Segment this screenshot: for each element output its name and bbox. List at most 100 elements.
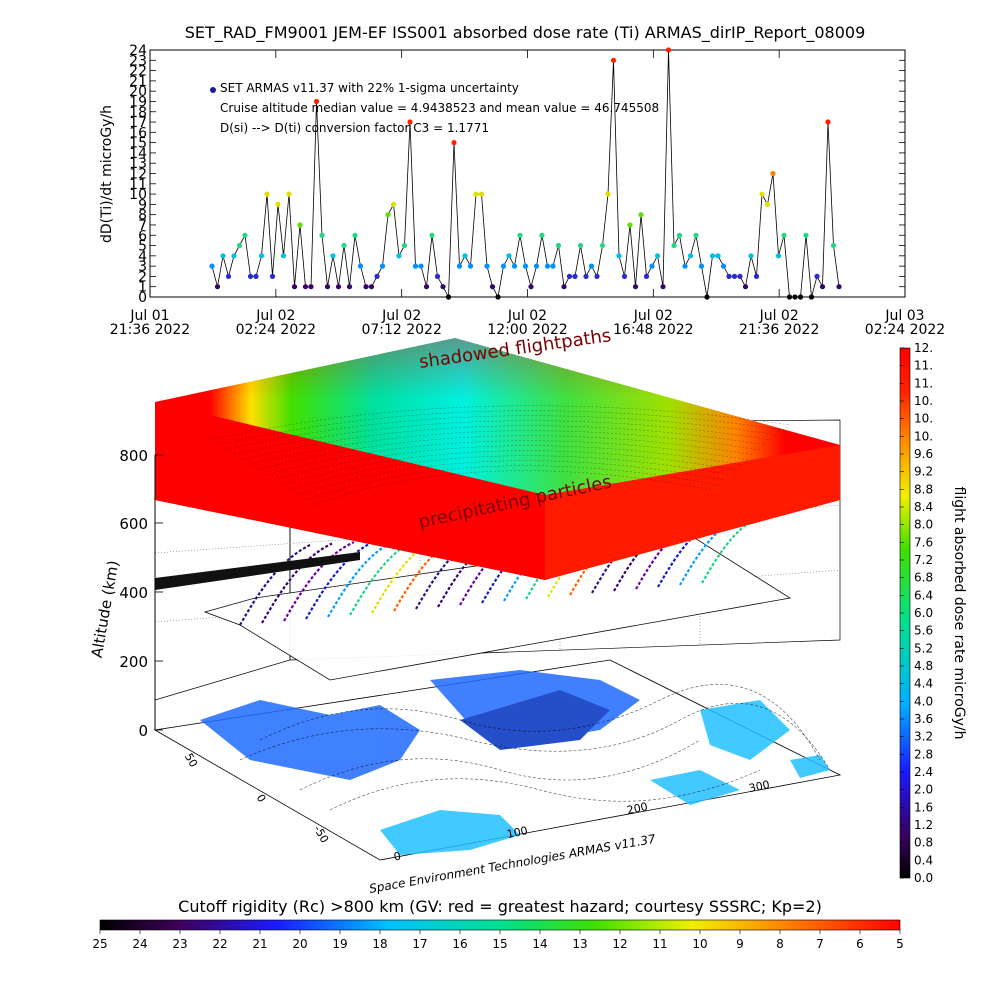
dose-rate-point — [786, 294, 793, 300]
dose-rate-point — [544, 263, 551, 269]
rigidity-tick-label: 11 — [652, 937, 667, 951]
y-tick-label: 1 — [138, 280, 147, 296]
dose-rate-point — [258, 253, 265, 259]
z-tick-label: 800 — [119, 447, 148, 465]
dose-rate-point — [797, 294, 804, 300]
orbit-track — [261, 542, 333, 624]
longitude-axis: 0 100 200 300 — [392, 778, 770, 864]
dose-rate-point — [561, 284, 567, 290]
rigidity-tick-label: 15 — [492, 937, 507, 951]
rigidity-colorbar — [99, 919, 901, 931]
altitude-axis: 0 200 400 600 800 — [119, 447, 163, 740]
dose-rate-point — [429, 232, 435, 238]
colorbar-tick-label: 1.2 — [914, 818, 933, 832]
colorbar-tick-label: 6.8 — [914, 571, 933, 585]
x-tick-label-time: 21:36 2022 — [110, 322, 190, 338]
dose-rate-point — [704, 294, 710, 300]
colorbar-tick-label: 8.8 — [914, 482, 933, 496]
z-tick-label: 0 — [138, 722, 148, 740]
dose-rate-point — [594, 273, 600, 279]
colorbar-tick-label: 10. — [914, 429, 933, 443]
dose-rate-point — [341, 242, 347, 249]
dose-rate-point — [297, 222, 303, 228]
y-tick-label: 13 — [129, 156, 147, 172]
dose-rate-point — [808, 294, 815, 300]
colorbar-tick-label: 9.2 — [914, 465, 933, 479]
dose-rate-point — [638, 212, 644, 218]
rigidity-tick-label: 18 — [372, 937, 387, 951]
colorbar-tick-label: 5.2 — [914, 641, 933, 655]
dose-rate-point — [825, 119, 831, 125]
dose-rate-point — [231, 253, 237, 259]
y-tick-label: 22 — [129, 64, 147, 80]
dose-rate-point — [572, 273, 578, 279]
x-tick-label-date: Jul 02 — [381, 308, 421, 324]
y-tick-label: 9 — [138, 197, 147, 213]
legend-marker — [210, 87, 216, 93]
rigidity-tick-label: 5 — [896, 937, 904, 951]
longitude-tick-label: 200 — [626, 800, 649, 817]
x-tick-label-time: 07:12 2022 — [361, 322, 441, 338]
x-tick-label-date: Jul 02 — [255, 308, 295, 324]
colorbar-tick-label: 9.6 — [914, 447, 933, 461]
dose-rate-point — [742, 284, 749, 290]
dose-rate-point — [324, 284, 331, 290]
continents — [200, 670, 830, 855]
dose-rate-point — [676, 232, 683, 238]
y-tick-label: 0 — [138, 290, 147, 306]
dose-rate-point — [599, 242, 606, 249]
orbit-track — [239, 544, 311, 626]
dose-rate-point — [693, 232, 699, 238]
dose-rate-point — [627, 222, 633, 228]
x-tick-label-date: Jul 02 — [507, 308, 547, 324]
slab-track-line — [217, 410, 785, 446]
dose-rate-point — [610, 57, 617, 63]
dose-rate-point — [511, 263, 518, 269]
dose-rate-point — [407, 119, 413, 125]
y-tick-label: 7 — [138, 218, 147, 234]
dose-rate-point — [451, 140, 457, 146]
z-tick-label: 600 — [119, 515, 148, 533]
dose-rate-point — [715, 253, 721, 259]
top-chart-title: SET_RAD_FM9001 JEM-EF ISS001 absorbed do… — [185, 23, 866, 43]
slab-track-line — [249, 430, 761, 466]
dose-rate-point — [803, 232, 809, 238]
rigidity-colorbar-ticks: 25 24 23 22 21 20 19 18 17 16 15 14 13 12 11 10 9 8 7 6 5 — [92, 930, 904, 951]
dose-rate-point — [506, 253, 512, 259]
dose-rate-point — [709, 253, 716, 259]
dose-rate-point — [643, 273, 650, 279]
slab-track-line — [305, 465, 719, 501]
slab-track-line — [241, 425, 767, 461]
dose-rate-point — [533, 263, 540, 269]
colorbar-tick-label: 12. — [914, 341, 933, 355]
rigidity-tick-label: 8 — [776, 937, 784, 951]
colorbar-tick-label: 0.0 — [914, 871, 933, 885]
dose-rate-point — [495, 294, 501, 300]
dose-rate-point — [632, 284, 639, 290]
dose-rate-point — [225, 273, 232, 279]
dose-rate-point — [308, 284, 314, 290]
slab-track-line — [257, 435, 755, 471]
rigidity-tick-label: 25 — [92, 937, 107, 951]
top-y-axis-label: dD(Ti)/dt microGy/h — [99, 105, 115, 243]
dose-rate-point — [660, 284, 666, 290]
slab-track-line — [265, 440, 749, 476]
rigidity-tick-label: 10 — [692, 937, 707, 951]
dose-rate-point — [484, 263, 490, 269]
colorbar-tick-label: 4.0 — [914, 694, 933, 708]
dose-rate-point — [220, 253, 226, 259]
colorbar-tick-label: 7.2 — [914, 553, 933, 567]
dose-rate-point — [467, 263, 474, 269]
longitude-tick-label: 300 — [748, 778, 771, 795]
dose-rate-series — [209, 47, 842, 300]
rigidity-tick-label: 12 — [612, 937, 627, 951]
colorbar-tick-label: 8.0 — [914, 518, 933, 532]
dose-rate-point — [379, 263, 386, 269]
x-tick-label-time: 12:00 2022 — [487, 322, 567, 338]
dose-rate-point — [209, 263, 215, 269]
dose-rate-point — [522, 263, 529, 269]
colorbar-tick-label: 2.0 — [914, 783, 933, 797]
annotation-conversion: D(si) --> D(ti) conversion factor C3 = 1… — [220, 121, 489, 135]
